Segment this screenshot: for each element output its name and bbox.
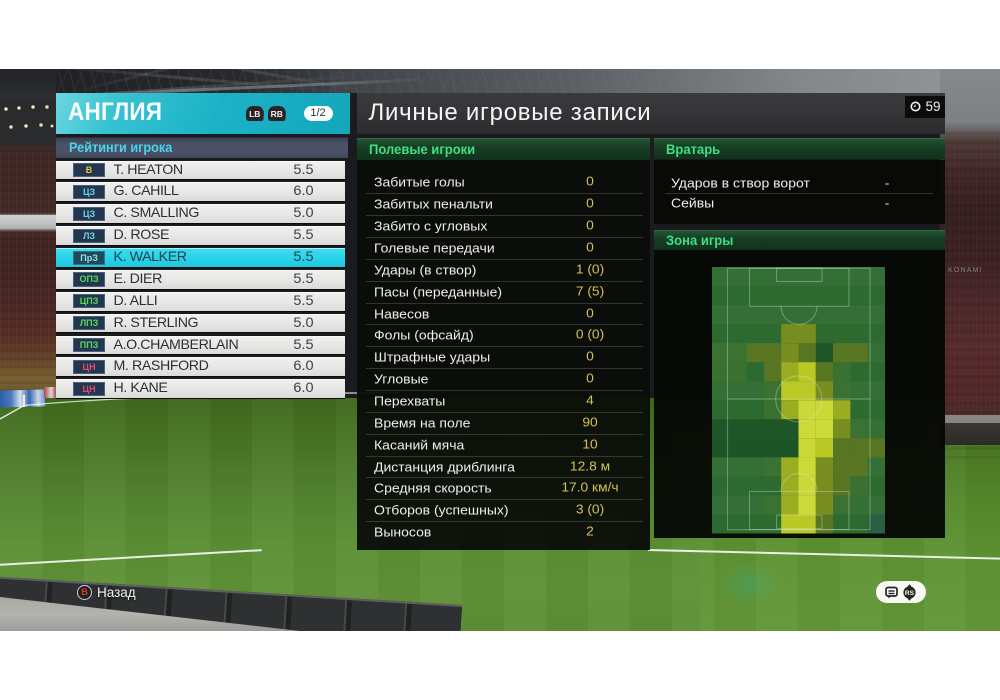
svg-text:RS: RS [905,589,915,596]
